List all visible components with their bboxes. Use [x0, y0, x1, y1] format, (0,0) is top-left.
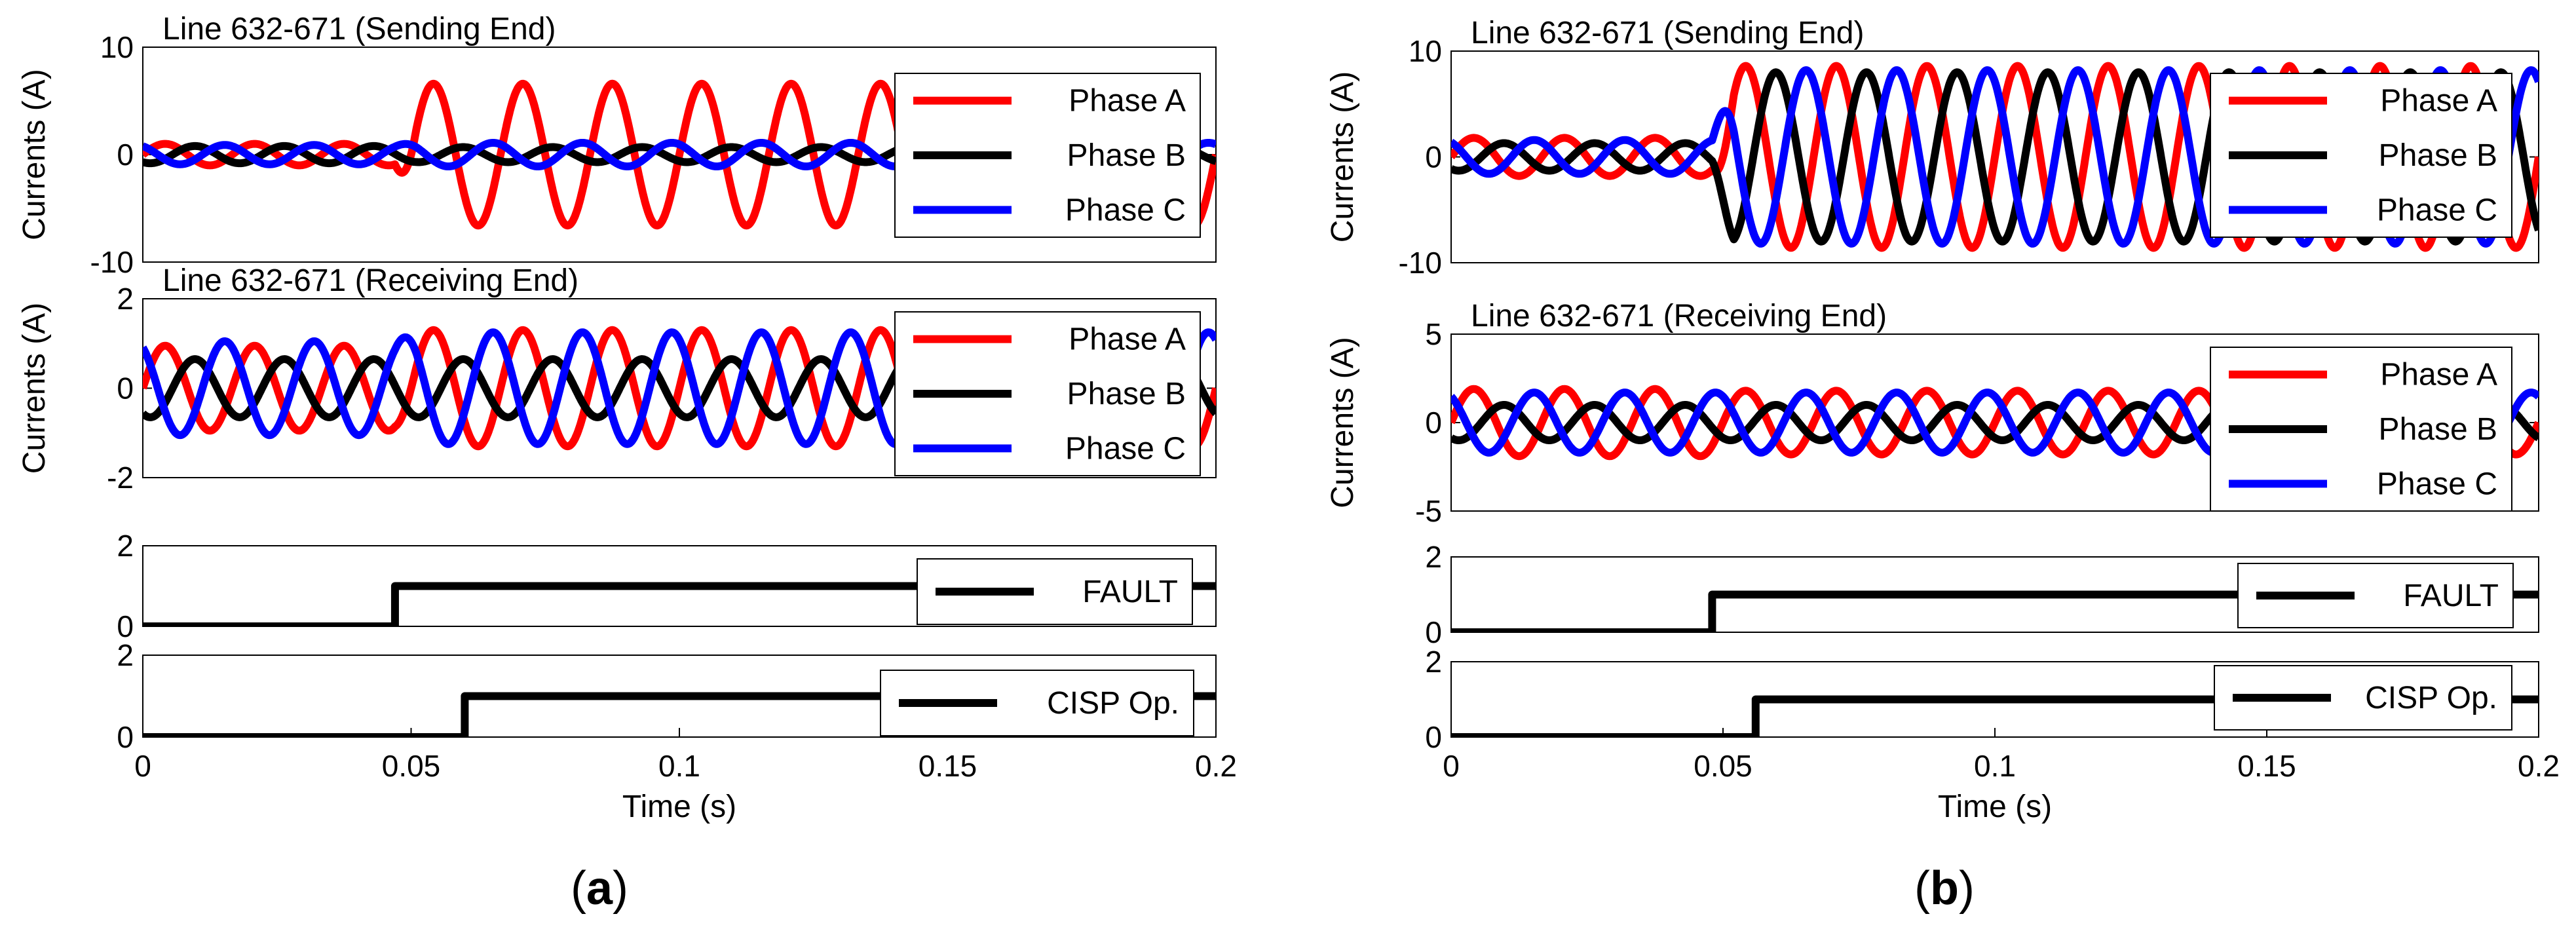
y-tick-label: 0: [117, 138, 134, 172]
x-tick-label: 0.1: [1974, 749, 2016, 783]
series-fault-line: [1451, 590, 2539, 632]
chart-a4: 0 2 0 0.05 0.1 0.15 0.2 Time (s) CISP Op.: [117, 638, 1237, 824]
y-tick-label: -10: [90, 245, 134, 279]
x-tick-label: 0.1: [658, 749, 700, 783]
y-tick-label: 2: [1425, 645, 1442, 679]
y-tick-label: 10: [100, 30, 134, 64]
legend-label: Phase B: [2379, 138, 2497, 173]
plot-title: Line 632-671 (Receiving End): [162, 263, 578, 298]
legend: Phase A Phase B Phase C: [2210, 73, 2512, 238]
y-tick-label: 2: [117, 529, 134, 563]
y-axis-label: Currents (A): [17, 303, 52, 474]
series-cisp-op-line: [1451, 695, 2539, 737]
x-tick-label: 0.05: [382, 749, 441, 783]
chart-a3: 0 2 FAULT: [117, 529, 1217, 643]
x-tick-label: 0.2: [2518, 749, 2560, 783]
legend-label: CISP Op.: [2365, 681, 2497, 715]
chart-a1: -10 0 10 Line 632-671 (Sending End) Currents…: [17, 12, 1217, 279]
legend-label: Phase C: [1065, 193, 1186, 227]
y-tick-label: 2: [1425, 540, 1442, 574]
caption-a: (a): [571, 862, 628, 915]
x-tick-label: 0.15: [2237, 749, 2296, 783]
legend-label: Phase A: [1069, 84, 1186, 119]
y-tick-label: -2: [107, 461, 134, 495]
legend-label: Phase B: [1067, 138, 1186, 173]
x-axis-label: Time (s): [622, 789, 736, 824]
chart-b4: 0 2 0 0.05 0.1 0.15 0.2 Time (s) CISP Op.: [1425, 645, 2560, 824]
y-tick-label: 2: [117, 282, 134, 316]
legend: CISP Op.: [2214, 665, 2512, 731]
legend: Phase A Phase B Phase C: [894, 311, 1201, 476]
x-tick-label: 0.15: [919, 749, 977, 783]
y-tick-label: -10: [1399, 246, 1442, 280]
series-fault-line: [143, 582, 1216, 626]
y-tick-label: 0: [117, 720, 134, 754]
y-tick-label: 0: [117, 609, 134, 643]
legend-label: Phase A: [2380, 358, 2497, 392]
legend-label: Phase A: [2380, 84, 2497, 119]
y-axis-label: Currents (A): [1325, 71, 1360, 242]
y-tick-label: 10: [1409, 34, 1442, 68]
y-axis-label: Currents (A): [17, 69, 52, 240]
legend-label: FAULT: [1082, 575, 1178, 609]
legend: CISP Op.: [880, 670, 1194, 736]
x-tick-label: 0: [1443, 749, 1460, 783]
y-tick-label: 0: [1425, 406, 1442, 440]
x-tick-label: 0.05: [1694, 749, 1752, 783]
plot-title: Line 632-671 (Sending End): [162, 12, 556, 47]
chart-b3: 0 2 FAULT: [1425, 540, 2539, 649]
legend: FAULT: [2237, 563, 2514, 628]
legend: FAULT: [917, 558, 1193, 625]
y-tick-label: 0: [117, 371, 134, 406]
y-tick-label: 0: [1425, 140, 1442, 174]
y-tick-label: 5: [1425, 317, 1442, 351]
y-tick-label: 0: [1425, 720, 1442, 754]
y-tick-label: -5: [1415, 494, 1442, 528]
plot-title: Line 632-671 (Receiving End): [1471, 299, 1887, 333]
chart-b2: -5 0 5 Line 632-671 (Receiving End) Currents…: [1325, 299, 2539, 528]
caption-b: (b): [1914, 862, 1975, 915]
legend: Phase A Phase B Phase C: [894, 73, 1201, 238]
y-tick-label: 0: [1425, 615, 1442, 649]
x-tick-label: 0: [134, 749, 151, 783]
series-cisp-op-line: [143, 692, 1216, 737]
legend-label: CISP Op.: [1047, 686, 1179, 721]
plot-title: Line 632-671 (Sending End): [1471, 16, 1864, 50]
legend-label: Phase A: [1069, 322, 1186, 357]
x-tick-label: 0.2: [1195, 749, 1237, 783]
legend: Phase A Phase B Phase C: [2210, 347, 2512, 512]
chart-b1: -10 0 10 Line 632-671 (Sending End) Currents…: [1325, 16, 2539, 280]
legend-label: Phase C: [2377, 193, 2497, 227]
legend-label: Phase C: [1065, 431, 1186, 466]
chart-a2: -2 0 2 Line 632-671 (Receiving End) Currents…: [17, 263, 1217, 495]
legend-label: FAULT: [2403, 579, 2499, 613]
y-axis-label: Currents (A): [1325, 337, 1360, 508]
legend-label: Phase B: [2379, 412, 2497, 447]
legend-label: Phase B: [1067, 377, 1186, 411]
legend-label: Phase C: [2377, 466, 2497, 501]
y-tick-label: 2: [117, 638, 134, 672]
plots: -10 0 10 Line 632-671 (Sending End) Currents…: [17, 12, 2560, 824]
x-axis-label: Time (s): [1938, 789, 2052, 824]
